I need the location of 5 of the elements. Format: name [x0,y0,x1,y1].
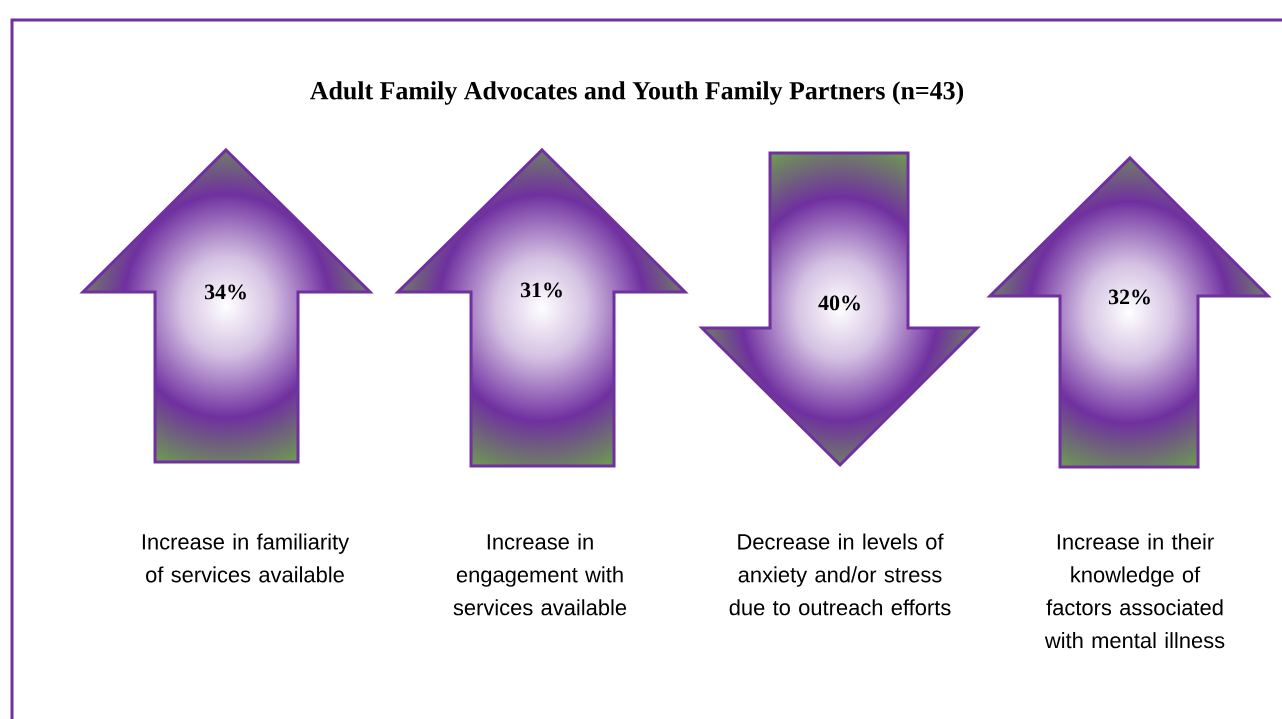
category-label: Increase in their knowledge of factors associated with mental illness [1044,533,1225,649]
text: Adult Family Advocates and Youth Family Partners (n=43) [310,81,964,105]
category-label: Decrease in levels of anxiety and/or stress due to outreach efforts [729,533,951,616]
category-label: Increase in familiarity of services available [142,533,350,583]
category-label: Increase in engagement with services available [453,533,627,616]
